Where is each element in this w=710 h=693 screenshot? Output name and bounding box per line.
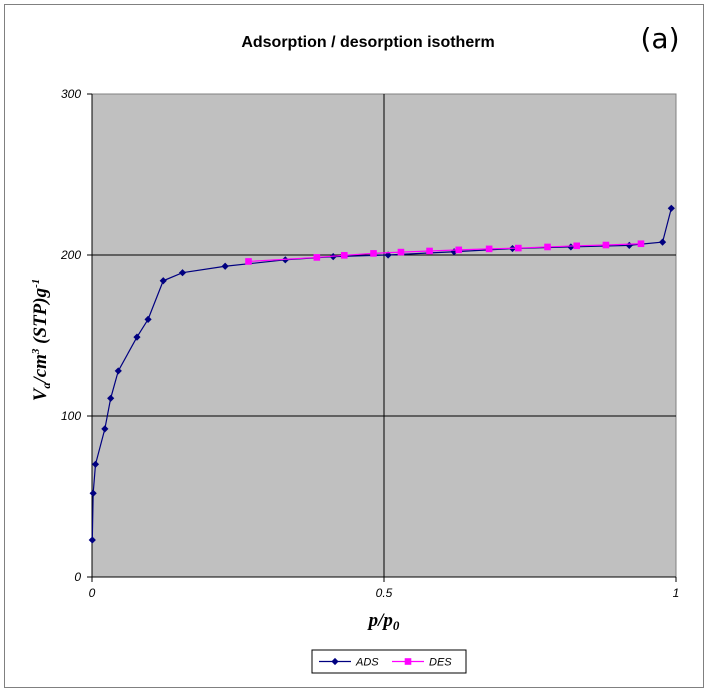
des-point xyxy=(602,241,610,249)
y-tick-label: 200 xyxy=(60,248,81,262)
ads-point xyxy=(667,204,675,212)
ads-point xyxy=(144,315,152,323)
x-axis-label: p/p0 xyxy=(367,610,400,633)
x-tick-label: 0.5 xyxy=(376,586,393,600)
des-point xyxy=(340,252,348,259)
des-point xyxy=(313,254,321,261)
ads-point xyxy=(114,367,122,375)
des-point xyxy=(485,245,493,253)
series-layer xyxy=(88,204,675,544)
y-axis-label: Va/cm3 (STP)g-1 xyxy=(30,279,53,402)
ads-point xyxy=(133,333,141,341)
des-point xyxy=(397,248,405,256)
ads-point xyxy=(88,536,96,544)
ads-point xyxy=(107,394,115,402)
ads-point xyxy=(159,277,167,285)
ads-point xyxy=(567,243,575,251)
ads-point xyxy=(658,238,667,246)
ads-point xyxy=(221,262,229,270)
ads-point xyxy=(89,489,97,497)
des-point xyxy=(245,258,252,265)
ads-point xyxy=(101,425,109,433)
x-tick-label: 0 xyxy=(89,586,96,600)
legend-label: DES xyxy=(429,657,452,669)
ads-point xyxy=(91,460,100,468)
des-point xyxy=(455,246,463,254)
ads-line xyxy=(91,208,672,540)
ads-point xyxy=(178,269,187,277)
series-des xyxy=(245,240,645,265)
legend-swatch-marker xyxy=(404,658,412,665)
legend-item-ads: ADS xyxy=(319,657,379,669)
des-point xyxy=(544,243,551,251)
tick-labels: 0 100 200 300 0 0.5 1 xyxy=(60,87,679,600)
y-tick-label: 0 xyxy=(74,570,81,584)
des-point xyxy=(426,247,433,255)
des-point xyxy=(370,250,377,257)
des-point xyxy=(515,244,522,252)
des-point xyxy=(573,242,581,250)
legend-box xyxy=(311,649,467,674)
x-tick-label: 1 xyxy=(673,586,680,600)
legend-label: ADS xyxy=(355,657,379,669)
legend-item-des: DES xyxy=(392,657,452,669)
chart-title: Adsorption / desorption isotherm xyxy=(241,34,494,51)
des-point xyxy=(637,240,645,248)
panel-label: (a) xyxy=(640,22,679,55)
y-tick-label: 100 xyxy=(61,409,81,423)
legend: ADS DES xyxy=(311,649,467,674)
y-tick-label: 300 xyxy=(61,87,81,101)
legend-swatch-marker xyxy=(331,657,339,666)
